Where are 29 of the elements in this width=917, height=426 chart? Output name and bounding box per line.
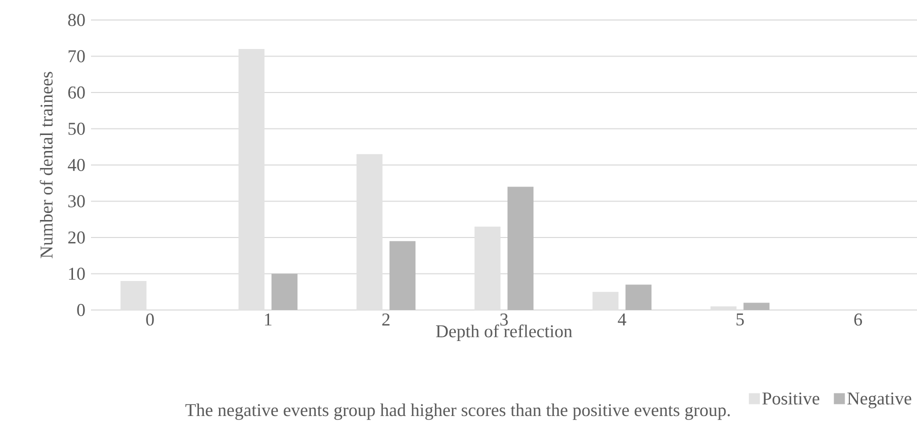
bar bbox=[744, 302, 770, 310]
y-tick-label: 40 bbox=[68, 158, 85, 172]
x-tick-label: 6 bbox=[854, 314, 862, 326]
x-tick-label: 0 bbox=[146, 314, 154, 326]
bar bbox=[592, 292, 619, 310]
text: The negative events group had higher scores than the positive events group. bbox=[185, 404, 730, 420]
bar bbox=[120, 281, 147, 310]
x-axis-title: Depth of reflection bbox=[436, 324, 572, 342]
x-tick-label: 3 bbox=[500, 314, 508, 326]
bar bbox=[272, 274, 298, 310]
y-tick-label: 30 bbox=[68, 195, 85, 208]
y-tick-label: 10 bbox=[69, 268, 85, 280]
y-tick-label: 0 bbox=[77, 304, 85, 316]
legend-label: Positive bbox=[762, 392, 820, 405]
x-tick-label: 2 bbox=[382, 314, 390, 326]
x-tick-label: 5 bbox=[736, 314, 744, 326]
bar bbox=[508, 186, 534, 310]
x-tick-label: 4 bbox=[618, 314, 626, 326]
bar bbox=[390, 241, 416, 310]
legend-label: Negative bbox=[847, 392, 912, 408]
y-tick-label: 20 bbox=[68, 231, 85, 244]
y-tick-label: 70 bbox=[68, 50, 85, 62]
y-tick-label: 50 bbox=[68, 122, 85, 135]
x-tick-label: 1 bbox=[265, 314, 272, 326]
bar bbox=[626, 284, 652, 310]
y-axis-title: Number of dental trainees bbox=[40, 72, 53, 258]
y-tick-label: 80 bbox=[68, 14, 85, 26]
y-tick-label: 60 bbox=[68, 86, 85, 99]
bar bbox=[710, 306, 737, 310]
